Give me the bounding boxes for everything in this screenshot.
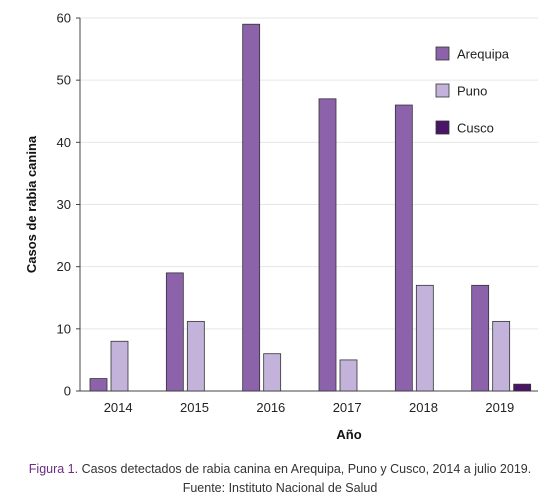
y-tick-label: 20: [57, 259, 71, 274]
y-tick-label: 40: [57, 135, 71, 150]
x-tick-label: 2019: [485, 400, 514, 415]
y-tick-label: 60: [57, 11, 71, 26]
figure-caption-text: Casos detectados de rabia canina en Areq…: [78, 462, 532, 476]
figure-source: Fuente: Instituto Nacional de Salud: [182, 481, 378, 495]
x-axis-title: Año: [336, 427, 361, 442]
x-tick-label: 2018: [409, 400, 438, 415]
legend-swatch-cusco: [435, 120, 450, 135]
y-axis-title: Casos de rabia canina: [24, 135, 39, 273]
bar-puno-2014: [110, 340, 129, 392]
bar-puno-2015: [186, 320, 205, 392]
bar-cusco-2019: [513, 383, 532, 392]
figure-caption: Figura 1. Casos detectados de rabia cani…: [0, 462, 560, 476]
y-tick-label: 0: [64, 384, 71, 399]
y-tick-label: 50: [57, 73, 71, 88]
bar-chart: 0 10 20 30 40 50 60 2014 2015 2016 2017 2018 2019 Año…: [24, 11, 538, 442]
legend-swatch-puno: [435, 83, 450, 98]
y-tick-label: 10: [57, 321, 71, 336]
x-tick-label: 2014: [104, 400, 133, 415]
legend-label-cusco: Cusco: [457, 121, 494, 136]
x-tick-label: 2016: [256, 400, 285, 415]
bar-arequipa-2019: [471, 284, 490, 392]
bar-puno-2019: [492, 320, 511, 392]
figure-label: Figura 1.: [28, 462, 79, 476]
bar-arequipa-2015: [165, 272, 184, 392]
legend-label-arequipa: Arequipa: [457, 47, 510, 62]
bar-puno-2017: [339, 359, 358, 392]
bar-arequipa-2014: [89, 378, 108, 392]
bar-arequipa-2017: [318, 98, 337, 392]
bar-arequipa-2018: [394, 104, 413, 392]
bar-puno-2016: [263, 353, 282, 392]
y-tick-label: 30: [57, 197, 71, 212]
x-tick-label: 2015: [180, 400, 209, 415]
legend-label-puno: Puno: [457, 84, 487, 99]
bar-arequipa-2016: [242, 23, 261, 392]
x-tick-label: 2017: [333, 400, 362, 415]
bar-puno-2018: [415, 284, 434, 392]
legend-swatch-arequipa: [435, 46, 450, 61]
